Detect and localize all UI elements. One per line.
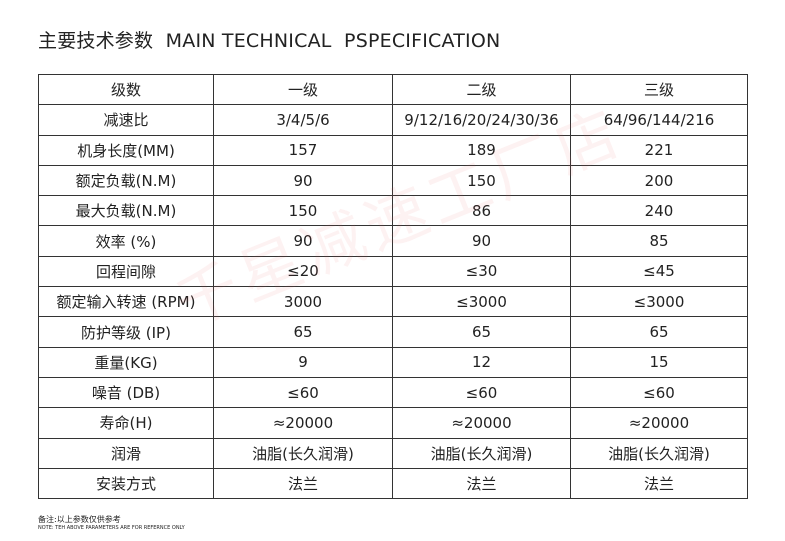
cell: 189 <box>392 134 571 166</box>
cell: 三级 <box>570 73 748 106</box>
table-row: 重量(KG) 9 12 15 <box>38 346 748 378</box>
row-label: 减速比 <box>38 104 214 136</box>
table-row: 机身长度(MM) 157 189 221 <box>38 134 748 166</box>
table-row: 润滑 油脂(长久润滑) 油脂(长久润滑) 油脂(长久润滑) <box>38 437 748 469</box>
cell: 法兰 <box>392 467 571 500</box>
table-row: 安装方式 法兰 法兰 法兰 <box>38 467 748 500</box>
table-row: 最大负载(N.M) 150 86 240 <box>38 195 748 227</box>
table-row: 噪音 (DB) ≤60 ≤60 ≤60 <box>38 376 748 409</box>
cell: 157 <box>213 134 393 166</box>
spec-table: 级数 一级 二级 三级 减速比 3/4/5/6 9/12/16/20/24/30/36 64/… <box>38 73 748 500</box>
cell: 90 <box>213 164 393 197</box>
cell: ≤45 <box>570 255 748 288</box>
row-label: 安装方式 <box>38 467 214 500</box>
row-label: 效率 (%) <box>38 225 214 257</box>
cell: ≤60 <box>392 376 571 409</box>
cell: 90 <box>213 225 393 257</box>
row-label: 润滑 <box>38 437 214 469</box>
header-row: 级数 一级 二级 三级 <box>38 73 748 106</box>
cell: 法兰 <box>570 467 748 500</box>
table-row: 额定输入转速 (RPM) 3000 ≤3000 ≤3000 <box>38 286 748 318</box>
cell: ≤30 <box>392 255 571 288</box>
table-row: 寿命(H) ≈20000 ≈20000 ≈20000 <box>38 407 748 439</box>
row-label: 机身长度(MM) <box>38 134 214 166</box>
cell: 法兰 <box>213 467 393 500</box>
cell: ≤3000 <box>392 286 571 318</box>
cell: 12 <box>392 346 571 378</box>
cell: 150 <box>213 195 393 227</box>
cell: 油脂(长久润滑) <box>392 437 571 469</box>
cell: 65 <box>570 316 748 348</box>
cell: 油脂(长久润滑) <box>213 437 393 469</box>
footnote-en: NOTE: TEH ABOVE PARAMETERS ARE FOR REFER… <box>38 525 185 531</box>
cell: 3/4/5/6 <box>213 104 393 136</box>
cell: ≈20000 <box>570 407 748 439</box>
cell: 150 <box>392 164 571 197</box>
row-label: 最大负载(N.M) <box>38 195 214 227</box>
cell: 221 <box>570 134 748 166</box>
cell: ≤60 <box>570 376 748 409</box>
cell: 65 <box>213 316 393 348</box>
cell: ≈20000 <box>392 407 571 439</box>
cell: 240 <box>570 195 748 227</box>
row-label: 寿命(H) <box>38 407 214 439</box>
title: 主要技术参数 MAIN TECHNICAL PSPECIFICATION <box>38 30 501 52</box>
cell: 二级 <box>392 73 571 106</box>
cell: ≤60 <box>213 376 393 409</box>
cell: 9 <box>213 346 393 378</box>
table-row: 防护等级 (IP) 65 65 65 <box>38 316 748 348</box>
row-label: 噪音 (DB) <box>38 376 214 409</box>
row-label: 重量(KG) <box>38 346 214 378</box>
cell: 15 <box>570 346 748 378</box>
table-row: 减速比 3/4/5/6 9/12/16/20/24/30/36 64/96/144/2… <box>38 104 748 136</box>
cell: ≈20000 <box>213 407 393 439</box>
cell: ≤3000 <box>570 286 748 318</box>
table-row: 回程间隙 ≤20 ≤30 ≤45 <box>38 255 748 288</box>
table-row: 效率 (%) 90 90 85 <box>38 225 748 257</box>
cell: 一级 <box>213 73 393 106</box>
cell: 85 <box>570 225 748 257</box>
cell: 200 <box>570 164 748 197</box>
table-row: 额定负载(N.M) 90 150 200 <box>38 164 748 197</box>
footnote-cn: 备注:以上参数仅供参考 <box>38 515 121 524</box>
cell: 65 <box>392 316 571 348</box>
cell: 9/12/16/20/24/30/36 <box>392 104 571 136</box>
cell: 油脂(长久润滑) <box>570 437 748 469</box>
cell: 86 <box>392 195 571 227</box>
row-label: 级数 <box>38 73 214 106</box>
row-label: 额定负载(N.M) <box>38 164 214 197</box>
